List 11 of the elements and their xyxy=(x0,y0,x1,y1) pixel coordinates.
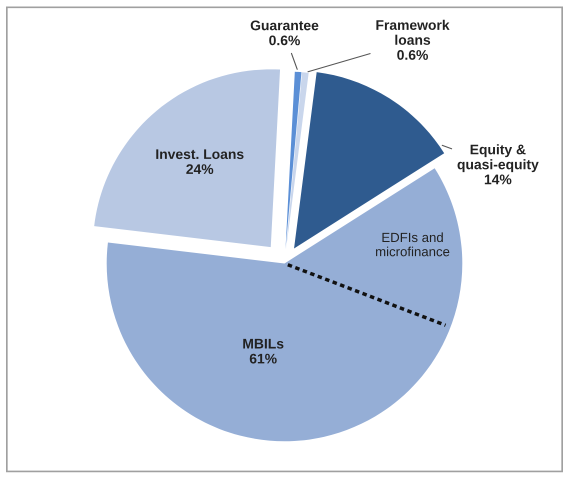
slice-label: Equity & quasi-equity xyxy=(458,144,539,172)
slice-label: MBILs xyxy=(243,338,284,349)
data-label: 0.6% xyxy=(397,50,428,60)
data-label: 61% xyxy=(250,354,277,364)
slice-label: Guarantee xyxy=(250,20,318,30)
data-label: 24% xyxy=(186,164,214,174)
slice-label: Invest. Loans xyxy=(156,149,244,160)
text: EDFIs and microfinance xyxy=(376,232,450,256)
data-label: 0.6% xyxy=(269,35,300,46)
slice-label: Framework loans xyxy=(376,20,450,45)
data-label: 14% xyxy=(484,174,512,184)
